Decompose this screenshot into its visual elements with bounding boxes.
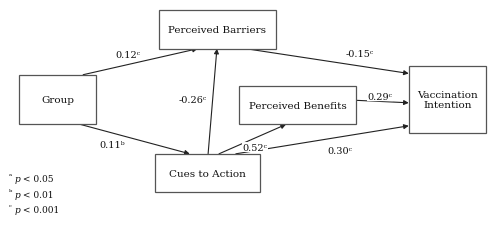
Text: 0.30ᶜ: 0.30ᶜ bbox=[328, 146, 352, 155]
FancyBboxPatch shape bbox=[409, 66, 486, 134]
Text: p: p bbox=[15, 174, 21, 183]
FancyBboxPatch shape bbox=[155, 154, 260, 192]
FancyBboxPatch shape bbox=[239, 87, 356, 125]
FancyBboxPatch shape bbox=[159, 11, 276, 50]
Text: Perceived Benefits: Perceived Benefits bbox=[248, 101, 346, 110]
Text: 0.29ᶜ: 0.29ᶜ bbox=[368, 92, 392, 101]
FancyBboxPatch shape bbox=[19, 75, 96, 125]
Text: ᵇ: ᵇ bbox=[9, 188, 13, 196]
Text: p: p bbox=[15, 205, 21, 214]
Text: < 0.001: < 0.001 bbox=[20, 205, 59, 214]
Text: -0.15ᶜ: -0.15ᶜ bbox=[346, 50, 374, 58]
Text: 0.12ᶜ: 0.12ᶜ bbox=[115, 51, 140, 60]
Text: 0.11ᵇ: 0.11ᵇ bbox=[100, 141, 126, 150]
Text: Group: Group bbox=[41, 96, 74, 105]
Text: ᵃ: ᵃ bbox=[9, 173, 12, 181]
Text: Cues to Action: Cues to Action bbox=[169, 169, 246, 178]
Text: < 0.01: < 0.01 bbox=[20, 190, 54, 199]
Text: Perceived Barriers: Perceived Barriers bbox=[168, 26, 266, 35]
Text: 0.52ᶜ: 0.52ᶜ bbox=[242, 143, 268, 152]
Text: Vaccination
Intention: Vaccination Intention bbox=[417, 90, 478, 110]
Text: ᶜ: ᶜ bbox=[9, 203, 12, 211]
Text: p: p bbox=[15, 190, 21, 199]
Text: -0.26ᶜ: -0.26ᶜ bbox=[178, 96, 206, 105]
Text: < 0.05: < 0.05 bbox=[20, 174, 54, 183]
